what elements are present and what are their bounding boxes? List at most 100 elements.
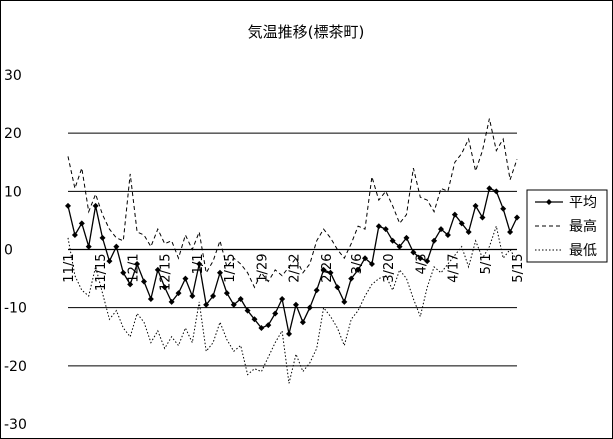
mean-point (486, 185, 493, 192)
mean-point (216, 269, 223, 276)
mean-point (299, 319, 306, 326)
y-tick-label: 30 (4, 68, 22, 84)
mean-point (182, 275, 189, 282)
mean-point (368, 261, 375, 268)
x-tick-label: 3/20 (382, 254, 397, 283)
mean-point (417, 255, 424, 262)
x-tick-label: 11/1 (62, 254, 77, 283)
mean-point (375, 223, 382, 230)
mean-point (265, 322, 272, 329)
mean-point (251, 316, 258, 323)
x-tick-label: 1/1 (191, 254, 206, 275)
mean-point (65, 202, 71, 209)
mean-point (431, 237, 438, 244)
mean-point (113, 243, 120, 250)
mean-point (424, 258, 431, 265)
mean-point (465, 229, 472, 236)
series-lines (67, 118, 518, 384)
mean-point (410, 249, 417, 256)
mean-point (279, 295, 286, 302)
mean-point (403, 234, 410, 241)
gridlines (68, 132, 517, 367)
mean-point (71, 231, 78, 238)
mean-point (458, 220, 465, 227)
mean-point (210, 293, 217, 300)
mean-point (78, 220, 85, 227)
mean-point (127, 281, 134, 288)
mean-point (168, 298, 175, 305)
x-tick-label: 1/29 (255, 254, 270, 283)
mean-point (479, 214, 486, 221)
x-tick-label: 12/15 (159, 254, 174, 291)
mean-point (258, 325, 265, 332)
mean-point (306, 304, 313, 311)
mean-point (161, 284, 168, 291)
legend-label: 最低 (569, 243, 597, 259)
y-tick-label: -10 (4, 301, 27, 317)
mean-point (272, 310, 279, 317)
mean-point (92, 202, 99, 209)
mean-point (313, 287, 320, 294)
mean-markers (65, 185, 520, 337)
x-tick-label: 4/17 (447, 254, 462, 283)
x-tick-label: 5/15 (511, 254, 526, 283)
mean-point (154, 266, 161, 273)
x-tick-label: 4/3 (414, 254, 429, 275)
series-line-1 (67, 118, 518, 289)
legend-label: 最高 (569, 218, 597, 235)
y-tick-label: -20 (4, 359, 27, 375)
x-tick-label: 1/15 (223, 254, 238, 283)
x-tick-label: 5/1 (479, 254, 494, 275)
mean-point (389, 237, 396, 244)
mean-point (438, 226, 445, 233)
mean-point (189, 293, 196, 300)
mean-point (327, 269, 334, 276)
y-tick-label: 0 (4, 243, 13, 259)
x-axis-tick-labels: 11/1 11/15 12/1 12/15 1/1 1/15 1/29 2/12 2/26 3/6… (62, 254, 526, 291)
mean-point (514, 214, 520, 221)
mean-point (320, 266, 327, 273)
mean-point (134, 261, 141, 268)
mean-point (286, 330, 293, 337)
mean-point (175, 290, 182, 297)
mean-point (203, 301, 210, 308)
mean-point (382, 226, 389, 233)
mean-point (292, 301, 299, 308)
x-tick-label: 3/6 (350, 254, 365, 275)
mean-point (196, 261, 203, 268)
mean-point (244, 307, 251, 314)
series-line-2 (67, 224, 518, 384)
x-tick-label: 2/26 (320, 254, 335, 283)
mean-point (500, 205, 507, 212)
mean-point (341, 298, 348, 305)
y-tick-label: -30 (4, 417, 27, 433)
x-tick-label: 12/1 (126, 254, 141, 283)
mean-point (348, 275, 355, 282)
mean-point (140, 278, 147, 285)
mean-point (355, 266, 362, 273)
mean-point (493, 188, 500, 195)
mean-point (472, 202, 479, 209)
mean-point (223, 290, 230, 297)
mean-point (99, 234, 106, 241)
mean-point (120, 269, 127, 276)
mean-point (507, 229, 514, 236)
mean-point (85, 243, 92, 250)
mean-point (230, 301, 237, 308)
y-axis-tick-labels: 30 20 10 0 -10 -20 -30 (4, 68, 27, 433)
legend-marker (546, 199, 552, 205)
x-tick-label: 2/12 (288, 254, 303, 283)
mean-point (444, 231, 451, 238)
mean-point (147, 295, 154, 302)
mean-point (451, 211, 458, 218)
x-tick-label: 11/15 (94, 254, 109, 291)
legend-label: 平均 (569, 195, 597, 211)
mean-point (362, 255, 369, 262)
mean-point (106, 258, 113, 265)
mean-point (396, 243, 403, 250)
y-tick-label: 20 (4, 126, 22, 142)
y-tick-label: 10 (4, 184, 22, 200)
